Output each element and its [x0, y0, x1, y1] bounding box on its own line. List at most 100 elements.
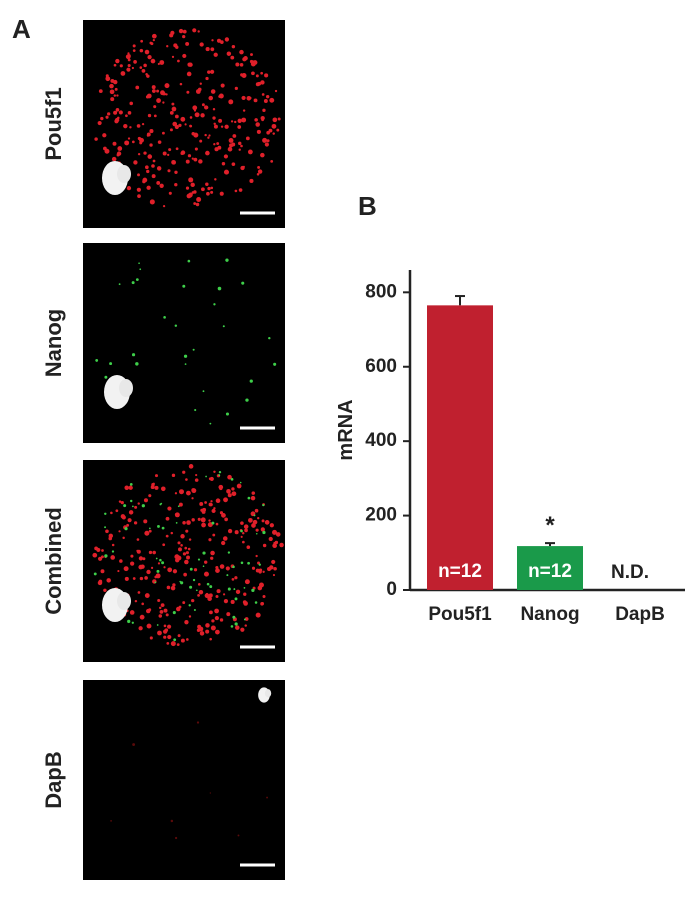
dot: [98, 89, 103, 94]
dot: [133, 160, 138, 165]
dot: [250, 495, 256, 501]
dot: [275, 532, 281, 537]
dot: [184, 363, 187, 365]
dot: [110, 820, 112, 822]
dot: [257, 516, 260, 520]
dot: [231, 577, 235, 581]
dot: [237, 125, 242, 129]
dot: [170, 819, 174, 823]
dot: [234, 120, 237, 124]
micrograph: [83, 20, 285, 228]
dot: [242, 109, 246, 112]
dot: [151, 85, 156, 90]
dot: [213, 303, 216, 306]
dot: [231, 44, 236, 49]
image-label: DapB: [41, 751, 66, 808]
dot: [146, 569, 151, 575]
dot: [161, 526, 165, 530]
dot: [234, 530, 239, 535]
dot: [247, 496, 251, 500]
dot: [167, 634, 172, 640]
dot: [129, 101, 134, 106]
dot: [171, 102, 175, 106]
dot: [221, 162, 226, 166]
significance: *: [545, 512, 555, 539]
dot: [149, 636, 153, 640]
dot: [154, 581, 157, 584]
dot: [153, 114, 157, 118]
dot: [187, 154, 192, 158]
dot: [164, 83, 170, 89]
dot: [204, 501, 207, 504]
dot: [219, 191, 224, 196]
dot: [205, 629, 210, 634]
dot: [255, 122, 260, 127]
dot: [146, 134, 150, 137]
dot: [251, 566, 256, 570]
dot: [215, 568, 220, 573]
dot: [171, 55, 175, 59]
dot: [240, 73, 243, 76]
dot: [138, 626, 143, 631]
dot: [105, 76, 109, 79]
dot: [132, 505, 134, 508]
dot: [167, 567, 173, 573]
dot: [182, 29, 187, 34]
dot: [248, 517, 253, 523]
dot: [262, 543, 267, 548]
dot: [240, 521, 244, 525]
dot: [217, 286, 222, 291]
dot: [166, 45, 169, 48]
dot: [110, 511, 113, 515]
dot: [186, 71, 192, 77]
dot: [118, 110, 123, 115]
dot: [268, 336, 271, 340]
dot: [235, 62, 240, 67]
dot: [148, 550, 153, 555]
dot: [209, 585, 213, 589]
dot: [134, 505, 138, 509]
dot: [143, 151, 147, 155]
dot: [197, 517, 201, 521]
dot: [174, 836, 178, 840]
dot: [251, 491, 256, 495]
dot: [191, 191, 195, 194]
dot: [143, 63, 147, 68]
dot: [211, 39, 214, 42]
dot: [258, 563, 261, 566]
dot: [211, 508, 216, 514]
dot: [178, 605, 182, 609]
y-tick-label: 200: [365, 505, 397, 526]
dot: [188, 604, 191, 607]
dot: [175, 147, 179, 151]
dot: [260, 527, 265, 532]
dot: [185, 159, 190, 164]
dot: [193, 568, 198, 572]
dot: [218, 474, 221, 477]
dot: [268, 536, 273, 542]
dot: [117, 146, 123, 151]
dot: [154, 474, 159, 478]
dot: [174, 324, 178, 327]
dot: [257, 81, 262, 86]
dot: [150, 58, 156, 64]
dot: [163, 92, 167, 96]
dot: [262, 137, 268, 143]
dot: [205, 182, 209, 187]
dot: [217, 145, 222, 150]
dot: [151, 33, 157, 39]
dot: [145, 72, 148, 76]
dot: [152, 159, 156, 163]
dot: [159, 610, 164, 614]
dot: [139, 48, 144, 53]
dot: [199, 82, 202, 85]
dot: [149, 129, 154, 134]
dot: [238, 188, 243, 192]
dot: [272, 117, 278, 123]
dot: [179, 580, 181, 583]
dot: [224, 170, 229, 175]
dot: [242, 531, 245, 535]
image-label: Pou5f1: [41, 87, 66, 160]
dot: [132, 44, 136, 48]
dot: [249, 178, 254, 184]
